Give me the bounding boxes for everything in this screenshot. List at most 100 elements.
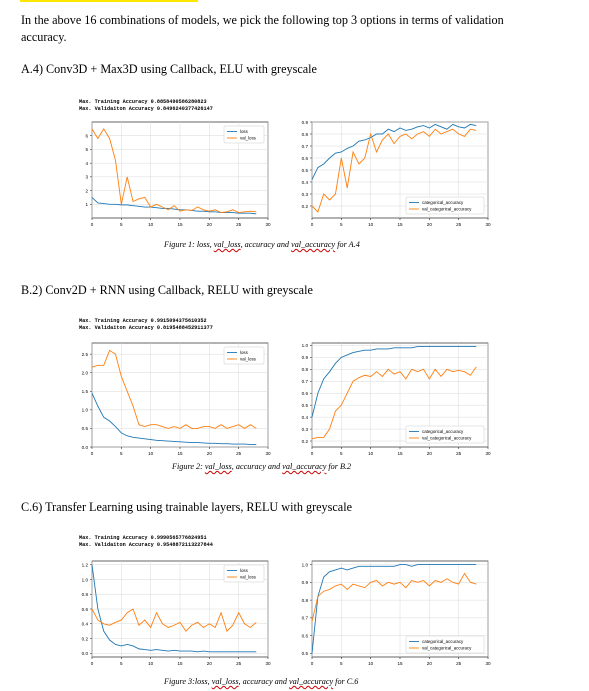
- caption-text: Figure 3:loss,: [164, 677, 212, 686]
- series-line-val-categorical-accuracy: [311, 128, 477, 213]
- x-tick-label: 20: [427, 661, 433, 666]
- x-tick-label: 20: [207, 661, 213, 666]
- y-tick-label: 0.0: [82, 445, 89, 450]
- console-line: Max. Validaiton Accuracy 0.9548872113227…: [79, 542, 213, 548]
- y-tick-label: 1.0: [302, 343, 309, 348]
- y-tick-label: 0.6: [82, 607, 89, 612]
- figure-caption-2: Figure 2: val_loss, accuracy and val_acc…: [172, 462, 351, 471]
- x-tick-label: 25: [456, 222, 462, 227]
- caption-term: val_loss: [213, 240, 241, 249]
- series-line-val-loss: [91, 608, 257, 632]
- legend-label: categorical_accuracy: [422, 429, 464, 434]
- x-tick-label: 5: [340, 661, 343, 666]
- y-tick-label: 2.5: [82, 352, 89, 357]
- y-tick-label: 2: [85, 188, 88, 193]
- y-tick-label: 0.7: [302, 616, 309, 621]
- y-tick-label: 1.5: [82, 389, 89, 394]
- legend-label: val_loss: [240, 575, 257, 580]
- y-tick-label: 1.0: [82, 577, 89, 582]
- legend-box: [405, 635, 485, 654]
- y-tick-label: 0.0: [82, 651, 89, 656]
- accuracy-chart-b2: 0.2 0.3 0.4 0.5 0.6 0.7 0.8 0.9 1.0 0 5 10 15 20 25 30 c…: [302, 342, 491, 456]
- x-tick-label: 15: [177, 222, 183, 227]
- legend-label: loss: [240, 568, 249, 573]
- x-tick-label: 15: [397, 451, 403, 456]
- legend-label: val_categorical_accuracy: [422, 646, 472, 651]
- legend-label: val_categorical_accuracy: [422, 207, 472, 212]
- caption-text: Figure 2:: [172, 462, 205, 471]
- y-tick-label: 0.2: [82, 636, 89, 641]
- x-tick-label: 5: [120, 222, 123, 227]
- section-heading-c6: C.6) Transfer Learning using trainable l…: [21, 500, 353, 514]
- x-tick-label: 20: [207, 222, 213, 227]
- x-tick-label: 25: [456, 661, 462, 666]
- console-line: Max. Training Accuracy 0.999056577682495…: [79, 535, 207, 541]
- series-line-val-loss: [91, 127, 257, 213]
- x-tick-label: 20: [427, 451, 433, 456]
- accuracy-chart-a4: 0.2 0.3 0.4 0.5 0.6 0.7 0.8 0.9 0 5 10 15 20 25 30 cate…: [302, 120, 491, 227]
- caption-text: for A.4: [335, 240, 360, 249]
- series-line-val-categorical-accuracy: [311, 572, 477, 622]
- x-tick-label: 10: [368, 222, 374, 227]
- legend-label: loss: [240, 129, 249, 134]
- y-tick-label: 0.5: [302, 168, 309, 173]
- x-tick-label: 0: [311, 451, 314, 456]
- caption-text: Figure 1: loss,: [164, 240, 214, 249]
- y-tick-label: 0.4: [302, 415, 309, 420]
- y-tick-label: 0.6: [302, 391, 309, 396]
- figure-caption-3: Figure 3:loss, val_loss, accuracy and va…: [164, 677, 358, 686]
- x-tick-label: 5: [340, 451, 343, 456]
- y-tick-label: 0.6: [302, 633, 309, 638]
- legend-box: [223, 346, 265, 365]
- y-tick-label: 2.0: [82, 371, 89, 376]
- x-tick-label: 10: [148, 222, 154, 227]
- y-tick-label: 0.9: [302, 580, 309, 585]
- accuracy-chart-c6: 0.5 0.6 0.7 0.8 0.9 1.0 0 5 10 15 20 25 30 categorica…: [302, 560, 491, 666]
- loss-chart-c6: 0.0 0.2 0.4 0.6 0.8 1.0 1.2 0 5 10 15 20 25 30 loss val…: [82, 560, 271, 666]
- caption-text: , accuracy and: [240, 240, 292, 249]
- y-tick-label: 0.5: [82, 426, 89, 431]
- x-tick-label: 0: [91, 661, 94, 666]
- legend-label: val_categorical_accuracy: [422, 436, 472, 441]
- console-output-a4: Max. Training Accuracy 0.885849058628082…: [79, 99, 213, 113]
- y-tick-label: 0.2: [302, 439, 309, 444]
- x-tick-label: 5: [120, 451, 123, 456]
- x-tick-label: 25: [456, 451, 462, 456]
- y-tick-label: 1: [85, 202, 88, 207]
- y-tick-label: 0.3: [302, 192, 309, 197]
- y-tick-label: 4: [85, 161, 88, 166]
- y-tick-label: 0.9: [302, 355, 309, 360]
- series-line-loss: [91, 197, 257, 215]
- x-tick-label: 10: [148, 661, 154, 666]
- x-tick-label: 30: [485, 661, 491, 666]
- caption-text: , accuracy and: [231, 462, 283, 471]
- y-tick-label: 0.9: [302, 120, 309, 125]
- caption-term: val_accuracy: [282, 462, 327, 471]
- x-tick-label: 25: [236, 451, 242, 456]
- legend-label: loss: [240, 350, 249, 355]
- x-tick-label: 25: [236, 222, 242, 227]
- y-tick-label: 1.2: [82, 562, 89, 567]
- series-line-categorical-accuracy: [311, 564, 477, 654]
- x-tick-label: 30: [265, 222, 271, 227]
- caption-term: val_accuracy: [289, 677, 334, 686]
- x-tick-label: 10: [368, 451, 374, 456]
- console-line: Max. Validaiton Accuracy 0.8496240377426…: [79, 106, 213, 112]
- figure-caption-1: Figure 1: loss, val_loss, accuracy and v…: [164, 240, 360, 249]
- y-tick-label: 0.8: [302, 598, 309, 603]
- y-tick-label: 0.4: [302, 180, 309, 185]
- console-output-b2: Max. Training Accuracy 0.991509437561035…: [79, 318, 213, 332]
- legend-label: categorical_accuracy: [422, 639, 464, 644]
- y-tick-label: 0.8: [82, 592, 89, 597]
- legend-label: val_loss: [240, 357, 257, 362]
- y-tick-label: 0.8: [302, 367, 309, 372]
- x-tick-label: 30: [265, 451, 271, 456]
- series-line-loss: [91, 564, 257, 653]
- x-tick-label: 0: [91, 222, 94, 227]
- y-tick-label: 0.2: [302, 204, 309, 209]
- x-tick-label: 25: [236, 661, 242, 666]
- x-tick-label: 20: [207, 451, 213, 456]
- x-tick-label: 15: [397, 661, 403, 666]
- caption-text: for C.6: [333, 677, 359, 686]
- legend-box: [223, 125, 265, 144]
